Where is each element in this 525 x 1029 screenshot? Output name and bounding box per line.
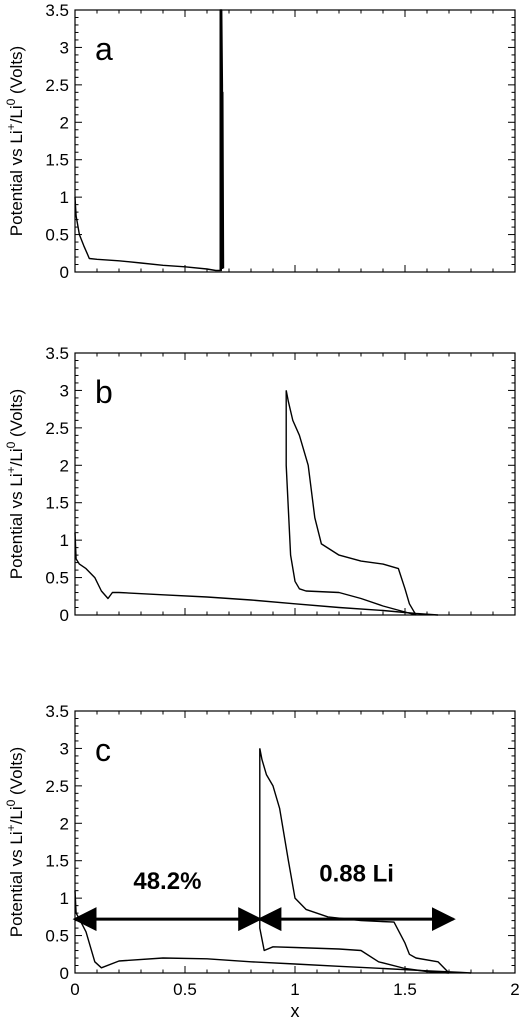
y-axis-label-part: Potential vs Li <box>7 130 26 236</box>
y-axis-label-part: (Volts) <box>7 389 26 442</box>
y-axis-label-part: (Volts) <box>7 46 26 99</box>
series-line <box>259 748 450 974</box>
y-axis-label-part: (Volts) <box>7 747 26 800</box>
y-tick-label: 3 <box>60 381 69 400</box>
y-tick-label: 0.5 <box>45 927 69 946</box>
y-tick-label: 2 <box>60 456 69 475</box>
y-axis-label-superscript: + <box>4 123 18 130</box>
x-tick-label: 0 <box>70 980 79 999</box>
series-line <box>74 197 221 272</box>
series-line <box>285 390 417 616</box>
y-tick-label: 2.5 <box>45 419 69 438</box>
y-tick-label: 0 <box>60 964 69 983</box>
y-tick-label: 1 <box>60 889 69 908</box>
plot-frame <box>74 9 516 273</box>
x-tick-label: 2 <box>510 980 519 999</box>
x-axis-label: x <box>291 1001 300 1021</box>
annotation-label: 48.2% <box>133 868 201 895</box>
y-tick-label: 3.5 <box>45 1 69 20</box>
y-axis-label-part: Potential vs Li <box>7 473 26 579</box>
y-axis-label-superscript: + <box>4 466 18 473</box>
y-axis-label-part: /Li <box>7 105 26 123</box>
y-tick-label: 1.5 <box>45 151 69 170</box>
y-tick-label: 3.5 <box>45 702 69 721</box>
series-line <box>74 532 439 616</box>
panel-label: b <box>95 374 113 410</box>
y-tick-label: 1 <box>60 531 69 550</box>
y-tick-label: 2.5 <box>45 777 69 796</box>
y-axis-label-superscript: + <box>4 824 18 831</box>
annotation-label: 0.88 Li <box>319 861 394 888</box>
y-tick-label: 2.5 <box>45 76 69 95</box>
y-axis-label: Potential vs Li+/Li0 (Volts) <box>4 389 26 579</box>
panel-label: a <box>95 31 113 67</box>
series-line <box>285 390 417 616</box>
y-tick-label: 0.5 <box>45 226 69 245</box>
x-tick-label: 0.5 <box>173 980 197 999</box>
plot-frame <box>74 710 516 974</box>
y-axis-label-superscript: 0 <box>4 441 18 448</box>
y-axis-label-part: Potential vs Li <box>7 831 26 937</box>
x-tick-label: 1 <box>290 980 299 999</box>
y-axis-label: Potential vs Li+/Li0 (Volts) <box>4 46 26 236</box>
y-axis-label: Potential vs Li+/Li0 (Volts) <box>4 747 26 937</box>
plot-frame <box>74 352 516 616</box>
y-tick-label: 2 <box>60 814 69 833</box>
y-tick-label: 0 <box>60 606 69 625</box>
series-line <box>219 9 225 272</box>
y-tick-label: 1.5 <box>45 494 69 513</box>
y-axis-label-part: /Li <box>7 448 26 466</box>
y-tick-label: 1.5 <box>45 852 69 871</box>
y-tick-label: 0 <box>60 263 69 282</box>
panel-c: 0 0.5 1 1.5 2 2.5 3 3.5 0 0.5 1 1.5 2 x Potential vs L… <box>4 702 520 1021</box>
series-line <box>74 890 472 974</box>
y-tick-label: 3.5 <box>45 344 69 363</box>
y-axis-label-superscript: 0 <box>4 98 18 105</box>
panel-label: c <box>95 732 111 768</box>
x-tick-label: 1.5 <box>393 980 417 999</box>
y-tick-label: 3 <box>60 739 69 758</box>
y-tick-label: 3 <box>60 38 69 57</box>
y-axis-label-superscript: 0 <box>4 799 18 806</box>
y-tick-label: 0.5 <box>45 569 69 588</box>
y-tick-label: 2 <box>60 113 69 132</box>
y-axis-label-part: /Li <box>7 806 26 824</box>
y-tick-label: 1 <box>60 188 69 207</box>
